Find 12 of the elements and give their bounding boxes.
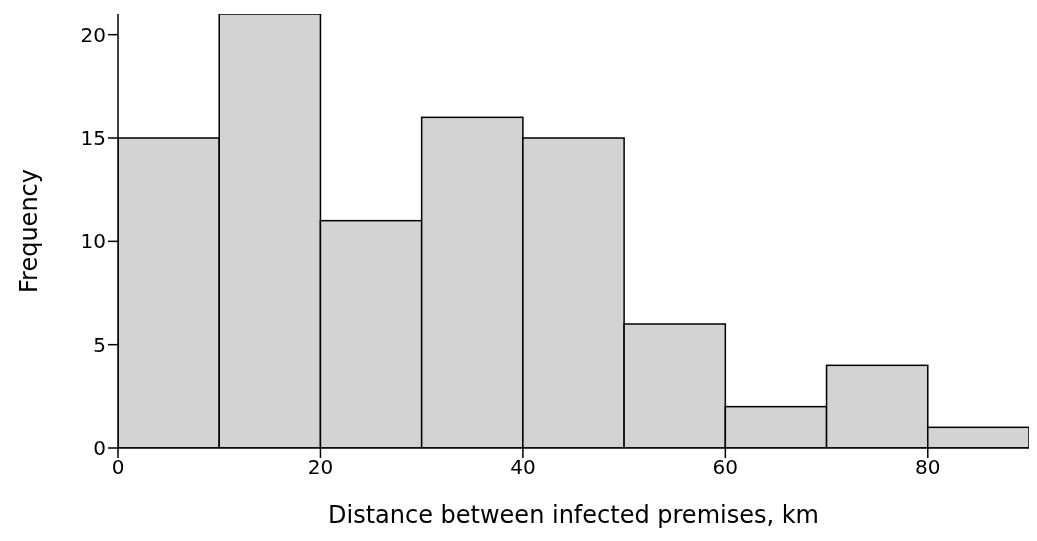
x-tick-label: 20	[307, 455, 334, 480]
y-tick-label: 5	[93, 332, 106, 357]
y-tick-label: 20	[80, 22, 106, 47]
x-tick-label: 80	[915, 455, 941, 480]
y-tick-label: 15	[80, 126, 106, 151]
x-axis-title: Distance between infected premises, km	[327, 501, 820, 529]
y-axis-title: Frequency	[14, 169, 43, 293]
y-tick-label: 0	[93, 436, 106, 461]
y-tick-label: 10	[80, 229, 106, 254]
x-tick-label: 60	[712, 455, 739, 480]
x-tick-label: 40	[510, 455, 536, 480]
x-tick-label: 0	[111, 455, 125, 480]
